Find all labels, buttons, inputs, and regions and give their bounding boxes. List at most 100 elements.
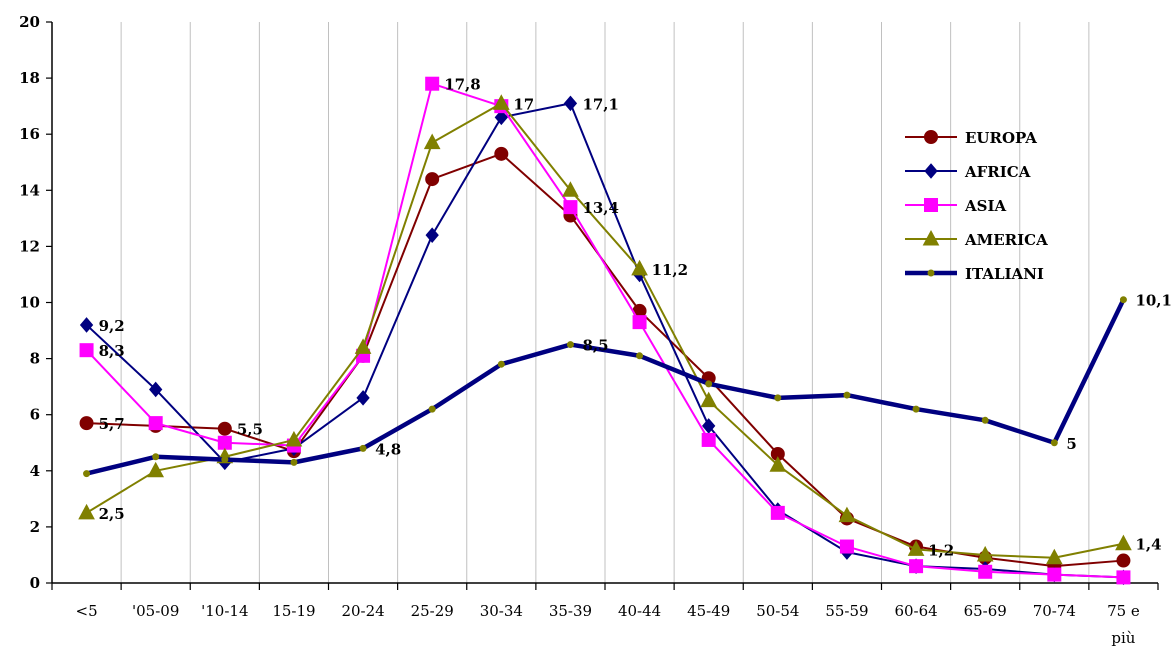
data-point-america <box>1045 548 1063 565</box>
data-point-america <box>700 391 718 408</box>
data-label: 5 <box>1066 435 1076 453</box>
data-point-italiani <box>359 444 367 452</box>
data-point-italiani <box>152 453 160 461</box>
series-line-italiani <box>86 298 1126 476</box>
x-tick-label: 65-69 <box>964 602 1007 620</box>
legend: EUROPA AFRICA ASIA AMERICA ITALIANI <box>905 129 1048 283</box>
data-labels: 5,7 5,5 9,2 17,1 8,3 17,8 13,4 2,5 17 11,2 1,2 1,4 4… <box>99 76 1172 560</box>
y-tick-label: 20 <box>19 13 40 31</box>
data-point-italiani <box>290 458 298 466</box>
data-point-america <box>147 461 165 478</box>
data-point-asia <box>1047 567 1062 582</box>
axes: 0 2 4 6 8 10 12 14 16 18 20 <5 '05-09 '10-14 15-19 20-2… <box>19 13 1159 647</box>
y-tick-label: 18 <box>19 69 40 87</box>
legend-label: ITALIANI <box>965 265 1044 283</box>
y-tick-label: 10 <box>19 294 40 312</box>
x-tick-label: <5 <box>76 602 98 620</box>
data-point-america <box>631 259 648 276</box>
data-label: 5,7 <box>99 415 125 433</box>
legend-label: AFRICA <box>964 163 1031 181</box>
data-point-italiani <box>83 470 91 478</box>
data-point-america <box>423 133 441 150</box>
data-label: 1,4 <box>1135 536 1161 554</box>
data-point-asia <box>770 505 785 520</box>
data-point-asia <box>217 435 232 450</box>
legend-swatch-marker <box>924 130 938 144</box>
data-point-asia <box>79 343 94 358</box>
x-tick-label: 15-19 <box>272 602 315 620</box>
data-point-america <box>907 540 925 556</box>
data-point-asia <box>425 76 440 91</box>
data-point-asia <box>632 315 647 330</box>
legend-swatch-marker <box>927 269 935 277</box>
legend-swatch-marker <box>924 163 938 179</box>
data-label: 17,1 <box>582 95 619 113</box>
legend-swatch-marker <box>922 229 940 246</box>
data-point-italiani <box>774 394 782 402</box>
data-point-italiani <box>1050 439 1058 447</box>
x-tick-label: '10-14 <box>201 602 248 620</box>
legend-item-asia: ASIA <box>905 197 1006 215</box>
x-tick-label: 45-49 <box>687 602 730 620</box>
legend-swatch-marker <box>924 198 938 212</box>
series-italiani <box>83 296 1127 478</box>
data-point-africa <box>425 227 439 243</box>
x-tick-label: 75 e <box>1107 602 1140 620</box>
y-tick-label: 14 <box>19 181 40 199</box>
x-tick-label: 40-44 <box>618 602 661 620</box>
data-point-africa <box>149 381 163 398</box>
x-tick-label: 30-34 <box>480 602 523 620</box>
data-label: 2,5 <box>99 505 125 523</box>
legend-label: AMERICA <box>964 231 1048 249</box>
series <box>78 76 1132 586</box>
data-point-america <box>285 430 303 447</box>
data-point-africa <box>702 418 716 434</box>
data-label: 10,1 <box>1135 292 1172 310</box>
data-point-italiani <box>1119 296 1127 304</box>
x-tick-label: 55-59 <box>825 602 868 620</box>
data-point-asia <box>563 200 578 215</box>
series-line-america <box>86 102 1124 559</box>
x-tick-label: 25-29 <box>411 602 454 620</box>
data-point-asia <box>839 539 854 554</box>
series-america <box>78 94 1132 565</box>
legend-label: ASIA <box>964 197 1006 215</box>
data-point-america <box>562 181 579 197</box>
data-label: 17,8 <box>444 76 481 94</box>
data-point-italiani <box>221 456 229 464</box>
data-point-europa <box>1116 553 1131 568</box>
data-point-africa <box>494 109 508 126</box>
y-tick-label: 4 <box>30 462 40 480</box>
data-point-asia <box>978 564 993 579</box>
data-point-europa <box>217 421 232 436</box>
y-tick-label: 16 <box>19 125 40 143</box>
data-point-italiani <box>981 416 989 424</box>
x-tick-label: 70-74 <box>1033 602 1076 620</box>
data-point-africa <box>79 317 94 333</box>
data-point-europa <box>79 416 94 431</box>
data-point-asia <box>701 432 716 447</box>
data-label: 11,2 <box>652 261 689 279</box>
data-point-italiani <box>705 380 713 388</box>
data-point-italiani <box>636 352 644 360</box>
data-point-america <box>78 503 95 520</box>
data-label: 8,3 <box>99 342 125 360</box>
data-point-america <box>492 94 510 110</box>
y-tick-label: 8 <box>30 350 40 368</box>
data-point-asia <box>148 416 163 431</box>
data-label: 9,2 <box>99 317 125 335</box>
legend-label: EUROPA <box>965 129 1037 147</box>
data-point-italiani <box>497 360 505 368</box>
data-point-asia <box>909 559 924 574</box>
y-tick-label: 2 <box>30 518 40 536</box>
x-tick-label: 60-64 <box>894 602 937 620</box>
data-point-africa <box>563 95 578 112</box>
data-point-italiani <box>912 405 920 413</box>
data-point-africa <box>356 390 370 406</box>
legend-item-america: AMERICA <box>905 229 1048 249</box>
y-tick-label: 0 <box>30 574 40 592</box>
data-point-asia <box>1116 570 1131 585</box>
x-tick-label: '05-09 <box>132 602 179 620</box>
data-point-italiani <box>843 391 851 399</box>
